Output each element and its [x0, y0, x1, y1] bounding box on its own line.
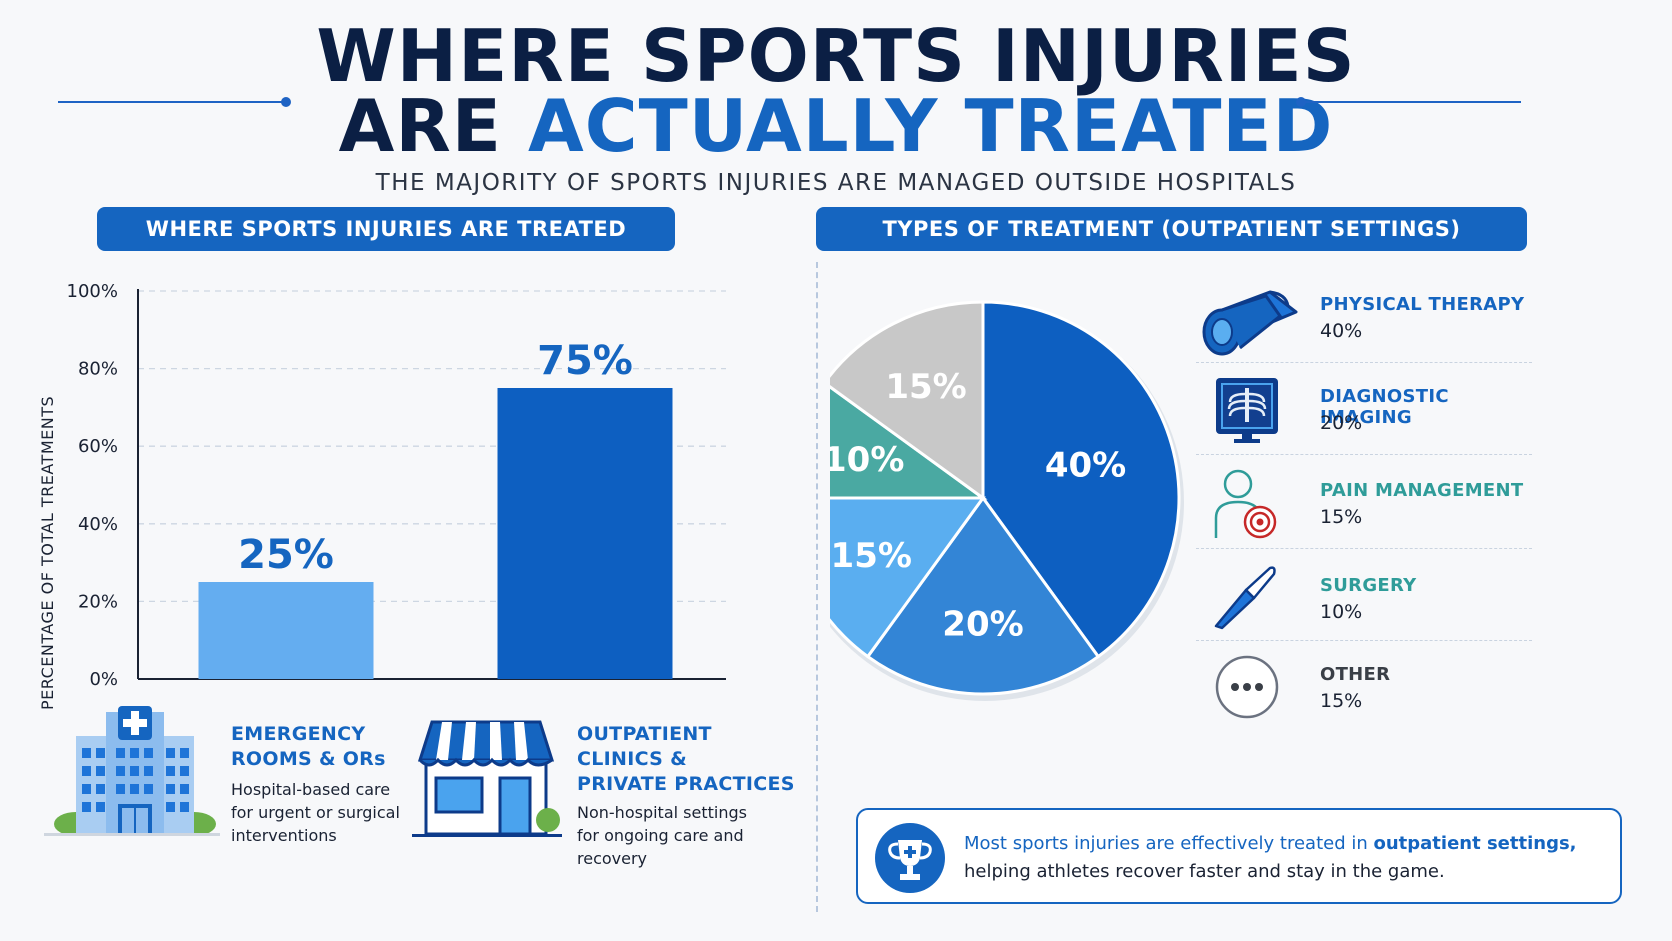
legend-label-diagnostic-imaging: DIAGNOSTIC IMAGING	[1320, 386, 1449, 428]
bar-chart-y-axis-label: PERCENTAGE OF TOTAL TREATMENTS	[38, 395, 57, 710]
legend-er-desc-3: interventions	[231, 826, 337, 845]
legend-separator	[1196, 454, 1532, 455]
pie-slice-label: 20%	[942, 604, 1023, 644]
legend-value-physical-therapy: 40%	[1320, 320, 1363, 342]
bar-chart-y-tick-label: 60%	[78, 436, 118, 457]
legend-label-physical-therapy: PHYSICAL THERAPY	[1320, 294, 1525, 315]
legend-value-surgery: 10%	[1320, 601, 1363, 623]
pie-slice-other	[830, 300, 985, 501]
pain-target-icon	[1214, 469, 1277, 539]
title-accent: ACTUALLY TREATED	[528, 84, 1334, 168]
legend-outpatient-desc-2: for ongoing care and	[577, 826, 744, 845]
bar-chart-y-tick-label: 40%	[78, 514, 118, 535]
legend-er-title-2: ROOMS & ORs	[231, 748, 386, 770]
trophy-icon	[875, 823, 945, 893]
pie-slice-pain-management	[830, 496, 986, 659]
pie-slice-label: 15%	[885, 367, 966, 407]
legend-value-diagnostic-imaging: 20%	[1320, 412, 1363, 434]
header-rule-left	[58, 101, 286, 103]
callout-text-1: Most sports injuries are effectively tre…	[964, 833, 1374, 854]
bar-chart-y-tick-label: 20%	[78, 591, 118, 612]
section-divider	[816, 262, 818, 912]
xray-icon	[1216, 378, 1278, 443]
pie-slice-physical-therapy	[981, 300, 1181, 659]
legend-label-pain-management: PAIN MANAGEMENT	[1320, 480, 1524, 501]
page-subtitle: THE MAJORITY OF SPORTS INJURIES ARE MANA…	[375, 170, 1297, 196]
legend-value-pain-management: 15%	[1320, 506, 1363, 528]
legend-label-other: OTHER	[1320, 664, 1391, 685]
legend-label-surgery: SURGERY	[1320, 575, 1417, 596]
pie-slice-label: 40%	[1045, 446, 1126, 486]
left-section-heading: WHERE SPORTS INJURIES ARE TREATED	[97, 207, 675, 251]
clinic-storefront-icon	[412, 720, 562, 837]
bar-chart-y-tick-label: 80%	[78, 359, 118, 380]
legend-separator	[1196, 548, 1532, 549]
bar-value-label: 75%	[537, 338, 633, 384]
bar-chart-y-tick-label: 100%	[67, 281, 118, 302]
legend-er-desc-1: Hospital-based care	[231, 780, 391, 799]
header-rule-right	[1301, 101, 1521, 103]
bar-chart-y-tick-label: 0%	[89, 669, 118, 690]
legend-separator	[1196, 640, 1532, 641]
legend-outpatient: OUTPATIENT CLINICS & PRIVATE PRACTICES N…	[577, 722, 795, 870]
callout-text: Most sports injuries are effectively tre…	[964, 830, 1577, 886]
bar-outpatient-clinics	[497, 388, 673, 679]
title-line2-text: ARE	[338, 84, 529, 168]
scalpel-icon	[1214, 566, 1276, 630]
callout-text-2: helping athletes recover faster and stay…	[964, 861, 1445, 882]
pie-slice-label: 10%	[830, 440, 904, 480]
page-title-line2: ARE ACTUALLY TREATED	[0, 84, 1672, 168]
bar-emergency-rooms	[198, 582, 374, 679]
legend-outpatient-desc-3: recovery	[577, 849, 648, 868]
legend-outpatient-title-1: OUTPATIENT	[577, 723, 712, 745]
summary-callout: Most sports injuries are effectively tre…	[856, 808, 1622, 904]
header-rule-left-dot	[281, 97, 291, 107]
pie-slice-label: 15%	[831, 536, 912, 576]
bar-chart: 0% 20% 40% 60% 80% 100% 25% 75%	[67, 281, 726, 690]
pie-chart: 40% 20% 15% 10% 15%	[830, 300, 1184, 701]
right-section-heading: TYPES OF TREATMENT (OUTPATIENT SETTINGS)	[816, 207, 1527, 251]
legend-outpatient-desc-1: Non-hospital settings	[577, 803, 747, 822]
legend-outpatient-title-3: PRIVATE PRACTICES	[577, 773, 795, 795]
legend-er-title-1: EMERGENCY	[231, 723, 366, 745]
legend-outpatient-title-2: CLINICS &	[577, 748, 687, 770]
page-title-line1: WHERE SPORTS INJURIES	[316, 14, 1356, 98]
hospital-icon	[44, 706, 220, 836]
callout-text-bold: outpatient settings,	[1373, 833, 1577, 854]
legend-value-other: 15%	[1320, 690, 1363, 712]
bar-value-label: 25%	[238, 532, 334, 578]
pie-slice-diagnostic-imaging	[865, 495, 1101, 696]
legend-er: EMERGENCY ROOMS & ORs Hospital-based car…	[231, 722, 400, 847]
legend-er-desc-2: for urgent or surgical	[231, 803, 400, 822]
pie-legend: PHYSICAL THERAPY 40% DIAGNOSTIC IMAGING …	[1196, 278, 1532, 738]
legend-separator	[1196, 362, 1532, 363]
foam-roller-icon	[1202, 290, 1298, 356]
more-dots-icon	[1215, 655, 1279, 719]
